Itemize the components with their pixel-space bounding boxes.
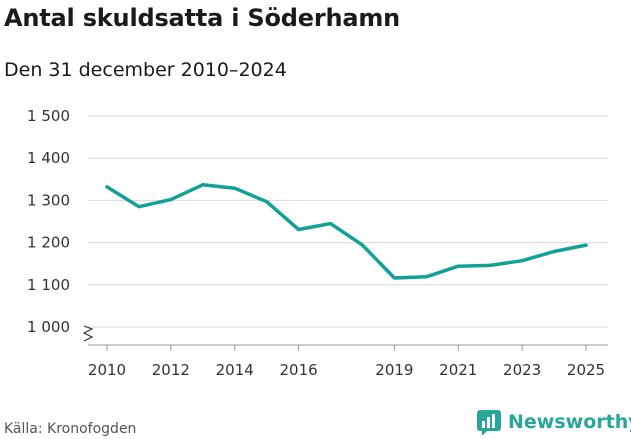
x-tick-label: 2014 [216,361,254,379]
series-layer [105,183,588,280]
data-point [553,250,555,252]
chart-title: Antal skuldsatta i Söderhamn [4,4,401,32]
y-tick-label: 1 300 [27,191,70,209]
data-point [170,199,172,201]
newsworthy-logo: Newsworthy [476,409,631,435]
brand-name: Newsworthy [508,411,631,433]
chart-subtitle: Den 31 december 2010–2024 [4,59,287,81]
data-point [330,223,332,225]
data-point [425,276,427,278]
data-point [202,184,204,186]
y-tick-label: 1 100 [27,276,70,294]
data-point [234,187,236,189]
y-axis-ticks: 1 000 1 100 1 200 1 300 1 400 1 500 [27,107,70,336]
series-line [105,183,588,280]
x-tick-label: 2021 [439,361,477,379]
y-tick-label: 1 500 [27,107,70,125]
x-tick-label: 2012 [152,361,190,379]
y-tick-label: 1 200 [27,234,70,252]
x-tick-label: 2010 [88,361,126,379]
data-point [298,229,300,231]
data-point [361,244,363,246]
y-tick-label: 1 400 [27,149,70,167]
x-tick-label: 2025 [567,361,605,379]
x-tick-label: 2019 [375,361,413,379]
x-tick-label: 2016 [280,361,318,379]
x-tick-label: 2023 [503,361,541,379]
data-point [106,186,108,188]
axis-break-mark [82,325,94,342]
data-point [489,264,491,266]
grid-lines [88,115,608,346]
data-point [585,244,587,246]
data-point [138,206,140,208]
newsworthy-logo-icon [477,410,501,435]
data-point [521,260,523,262]
data-point [266,201,268,203]
y-tick-label: 1 000 [27,318,70,336]
x-axis-ticks: 2010 2012 2014 2016 2019 2021 2023 2025 [88,345,605,379]
data-point [457,265,459,267]
axis-break-icon [82,325,94,342]
data-point [393,277,395,279]
source-note: Källa: Kronofogden [4,421,137,437]
